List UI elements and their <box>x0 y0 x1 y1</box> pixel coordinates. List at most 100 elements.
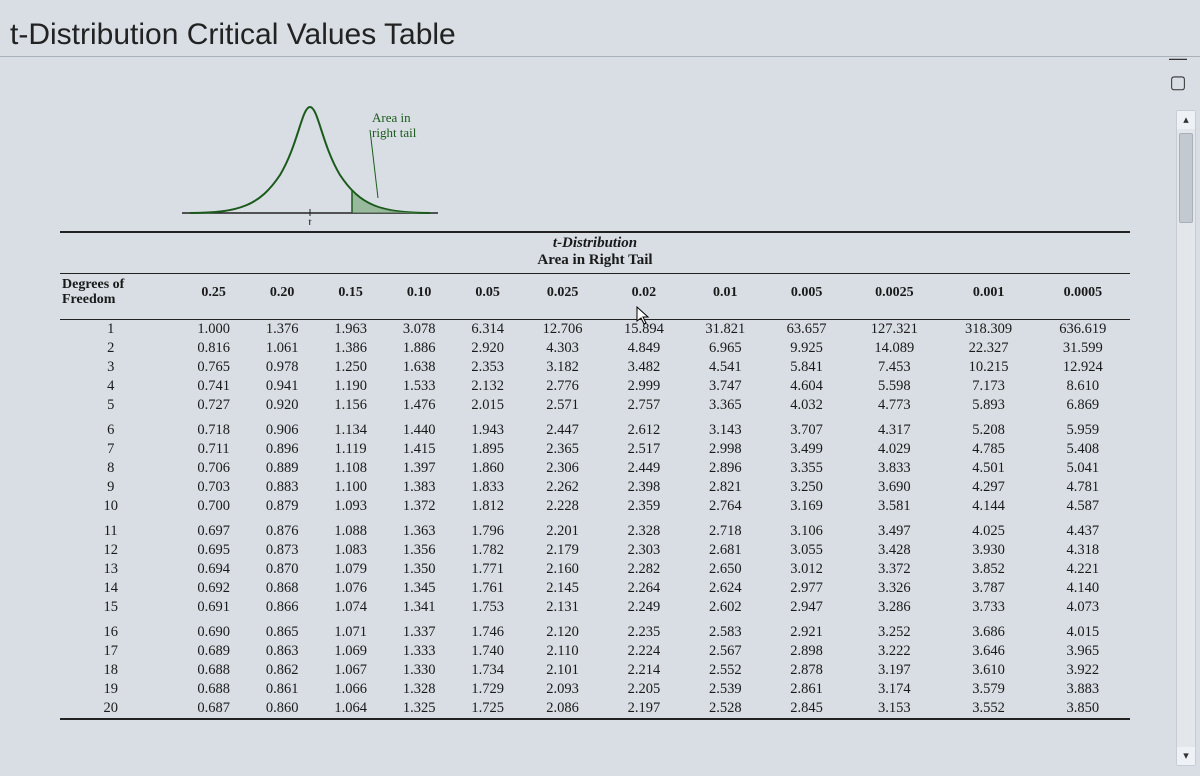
minimize-icon[interactable]: — <box>1166 46 1190 70</box>
value-cell: 3.930 <box>941 541 1035 560</box>
value-cell: 4.140 <box>1036 579 1130 598</box>
table-row: 150.6910.8661.0741.3411.7532.1312.2492.6… <box>60 598 1130 617</box>
value-cell: 1.746 <box>453 623 522 642</box>
page-title: t-Distribution Critical Values Table <box>0 0 1200 57</box>
value-cell: 1.093 <box>316 497 385 516</box>
value-cell: 1.372 <box>385 497 454 516</box>
value-cell: 0.861 <box>248 680 317 699</box>
distribution-diagram: t Area in right tail <box>180 95 440 225</box>
value-cell: 0.697 <box>179 522 248 541</box>
value-cell: 1.886 <box>385 339 454 358</box>
value-cell: 2.224 <box>603 642 684 661</box>
table-title-2: Area in Right Tail <box>60 252 1130 273</box>
df-cell: 9 <box>60 478 179 497</box>
value-cell: 1.067 <box>316 661 385 680</box>
value-cell: 0.863 <box>248 642 317 661</box>
value-cell: 2.214 <box>603 661 684 680</box>
value-cell: 3.197 <box>847 661 941 680</box>
value-cell: 3.787 <box>941 579 1035 598</box>
value-cell: 2.235 <box>603 623 684 642</box>
value-cell: 0.978 <box>248 358 317 377</box>
value-cell: 3.428 <box>847 541 941 560</box>
value-cell: 6.965 <box>685 339 766 358</box>
alpha-header: 0.01 <box>685 274 766 314</box>
df-header-l1: Degrees of <box>62 277 124 292</box>
table-row: 120.6950.8731.0831.3561.7822.1792.3032.6… <box>60 541 1130 560</box>
value-cell: 3.482 <box>603 358 684 377</box>
value-cell: 4.781 <box>1036 478 1130 497</box>
value-cell: 1.895 <box>453 440 522 459</box>
value-cell: 3.965 <box>1036 642 1130 661</box>
alpha-header: 0.25 <box>179 274 248 314</box>
table-title-1: t-Distribution <box>60 233 1130 252</box>
value-cell: 1.066 <box>316 680 385 699</box>
value-cell: 2.015 <box>453 396 522 415</box>
value-cell: 2.898 <box>766 642 847 661</box>
table-row: 60.7180.9061.1341.4401.9432.4472.6123.14… <box>60 421 1130 440</box>
value-cell: 3.012 <box>766 560 847 579</box>
table-row: 140.6920.8681.0761.3451.7612.1452.2642.6… <box>60 579 1130 598</box>
value-cell: 2.552 <box>685 661 766 680</box>
value-cell: 1.440 <box>385 421 454 440</box>
value-cell: 2.447 <box>522 421 603 440</box>
df-cell: 7 <box>60 440 179 459</box>
value-cell: 6.869 <box>1036 396 1130 415</box>
value-cell: 0.688 <box>179 680 248 699</box>
scrollbar[interactable]: ▴ ▾ <box>1176 110 1196 766</box>
value-cell: 0.692 <box>179 579 248 598</box>
value-cell: 3.646 <box>941 642 1035 661</box>
value-cell: 1.376 <box>248 319 317 339</box>
value-cell: 0.865 <box>248 623 317 642</box>
value-cell: 0.868 <box>248 579 317 598</box>
scroll-thumb[interactable] <box>1179 133 1193 223</box>
value-cell: 0.700 <box>179 497 248 516</box>
value-cell: 3.326 <box>847 579 941 598</box>
value-cell: 2.365 <box>522 440 603 459</box>
value-cell: 2.921 <box>766 623 847 642</box>
value-cell: 0.687 <box>179 699 248 718</box>
value-cell: 1.476 <box>385 396 454 415</box>
value-cell: 2.359 <box>603 497 684 516</box>
alpha-header: 0.0025 <box>847 274 941 314</box>
table-row: 11.0001.3761.9633.0786.31412.70615.89431… <box>60 319 1130 339</box>
value-cell: 1.076 <box>316 579 385 598</box>
value-cell: 0.765 <box>179 358 248 377</box>
value-cell: 2.303 <box>603 541 684 560</box>
value-cell: 0.689 <box>179 642 248 661</box>
value-cell: 2.845 <box>766 699 847 718</box>
value-cell: 1.345 <box>385 579 454 598</box>
value-cell: 4.221 <box>1036 560 1130 579</box>
value-cell: 3.707 <box>766 421 847 440</box>
value-cell: 1.725 <box>453 699 522 718</box>
maximize-icon[interactable]: ▢ <box>1166 70 1190 94</box>
df-cell: 13 <box>60 560 179 579</box>
value-cell: 3.610 <box>941 661 1035 680</box>
value-cell: 3.852 <box>941 560 1035 579</box>
value-cell: 7.173 <box>941 377 1035 396</box>
value-cell: 0.866 <box>248 598 317 617</box>
alpha-header: 0.0005 <box>1036 274 1130 314</box>
value-cell: 10.215 <box>941 358 1035 377</box>
value-cell: 0.690 <box>179 623 248 642</box>
value-cell: 1.638 <box>385 358 454 377</box>
value-cell: 14.089 <box>847 339 941 358</box>
value-cell: 3.143 <box>685 421 766 440</box>
value-cell: 4.604 <box>766 377 847 396</box>
value-cell: 1.325 <box>385 699 454 718</box>
value-cell: 0.896 <box>248 440 317 459</box>
df-cell: 11 <box>60 522 179 541</box>
value-cell: 3.690 <box>847 478 941 497</box>
value-cell: 1.064 <box>316 699 385 718</box>
df-header: Degrees of Freedom <box>60 274 179 314</box>
value-cell: 5.041 <box>1036 459 1130 478</box>
scroll-down-icon[interactable]: ▾ <box>1177 747 1195 765</box>
table-row: 130.6940.8701.0791.3501.7712.1602.2822.6… <box>60 560 1130 579</box>
df-cell: 20 <box>60 699 179 718</box>
df-cell: 14 <box>60 579 179 598</box>
value-cell: 3.182 <box>522 358 603 377</box>
scroll-up-icon[interactable]: ▴ <box>1177 111 1195 129</box>
value-cell: 0.883 <box>248 478 317 497</box>
value-cell: 1.782 <box>453 541 522 560</box>
df-cell: 6 <box>60 421 179 440</box>
value-cell: 2.328 <box>603 522 684 541</box>
